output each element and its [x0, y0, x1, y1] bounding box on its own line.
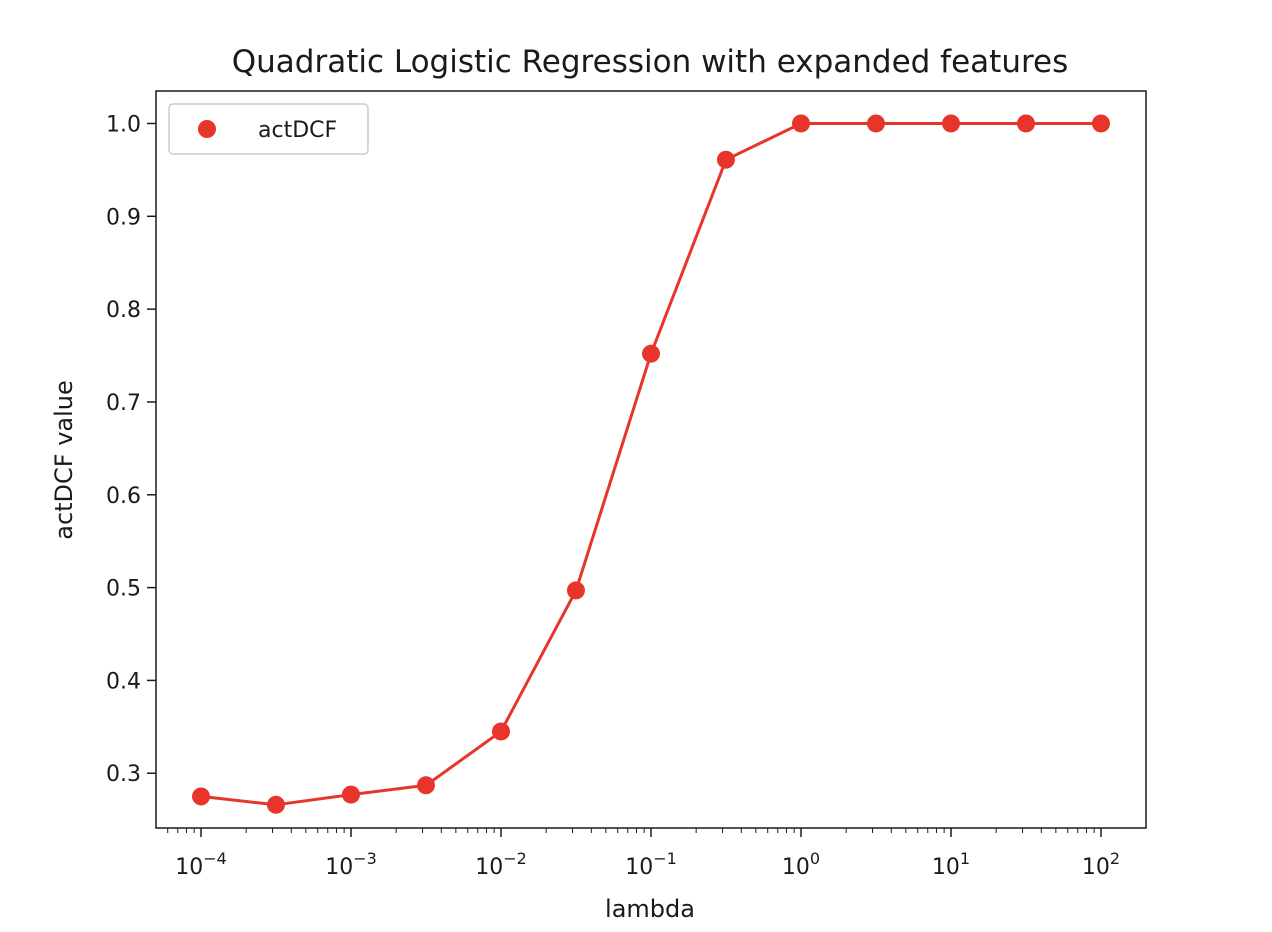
data-point-7	[716, 150, 735, 169]
data-point-1	[266, 795, 285, 814]
data-point-10	[942, 114, 960, 133]
chart-title: Quadratic Logistic Regression with expan…	[232, 44, 1069, 80]
y-tick-label-1: 0.4	[106, 669, 141, 694]
data-point-5	[566, 581, 585, 600]
legend-label: actDCF	[258, 118, 337, 143]
x-tick-label-2: 10−2	[475, 849, 527, 880]
y-axis-label: actDCF value	[50, 380, 78, 540]
x-axis-ticks: 10−4 10−3 10−2 10−1 100 101 102	[175, 828, 1120, 880]
data-point-6	[642, 344, 660, 363]
data-point-11	[1016, 114, 1035, 133]
x-tick-label-1: 10−3	[325, 849, 377, 880]
y-tick-label-6: 0.9	[106, 205, 141, 230]
y-axis-ticks: 0.3 0.4 0.5 0.6 0.7 0.8 0.9 1.0	[106, 112, 156, 787]
y-tick-label-0: 0.3	[106, 762, 141, 787]
y-tick-label-7: 1.0	[106, 112, 141, 137]
data-point-0	[192, 787, 210, 806]
data-point-8	[792, 114, 810, 133]
y-tick-label-2: 0.5	[106, 577, 141, 602]
axes-frame	[155, 90, 1147, 829]
x-tick-label-0: 10−4	[175, 849, 227, 880]
legend-box	[168, 103, 369, 155]
x-axis-label: lambda	[605, 895, 695, 923]
x-minor-ticks	[167, 828, 1095, 833]
y-tick-label-3: 0.6	[106, 484, 141, 509]
series-points-actdcf	[192, 114, 1110, 814]
x-tick-label-3: 10−1	[625, 849, 677, 880]
plot-area: 10−4 10−3 10−2 10−1 100 101 102 0.30.40.50.60.…	[106, 90, 1147, 880]
x-tick-label-5: 101	[932, 849, 970, 880]
data-point-9	[866, 114, 885, 133]
y-tick-label-4: 0.7	[106, 391, 141, 416]
data-point-2	[342, 785, 360, 804]
y-tick-label-5: 0.8	[106, 298, 141, 323]
x-tick-label-4: 100	[782, 849, 820, 880]
legend-marker	[198, 120, 216, 138]
x-tick-label-6: 102	[1082, 849, 1120, 880]
series-line-actdcf	[200, 122, 1101, 807]
data-point-4	[492, 722, 510, 741]
legend: actDCF	[168, 103, 369, 155]
data-point-12	[1092, 114, 1110, 133]
data-point-3	[416, 776, 435, 795]
